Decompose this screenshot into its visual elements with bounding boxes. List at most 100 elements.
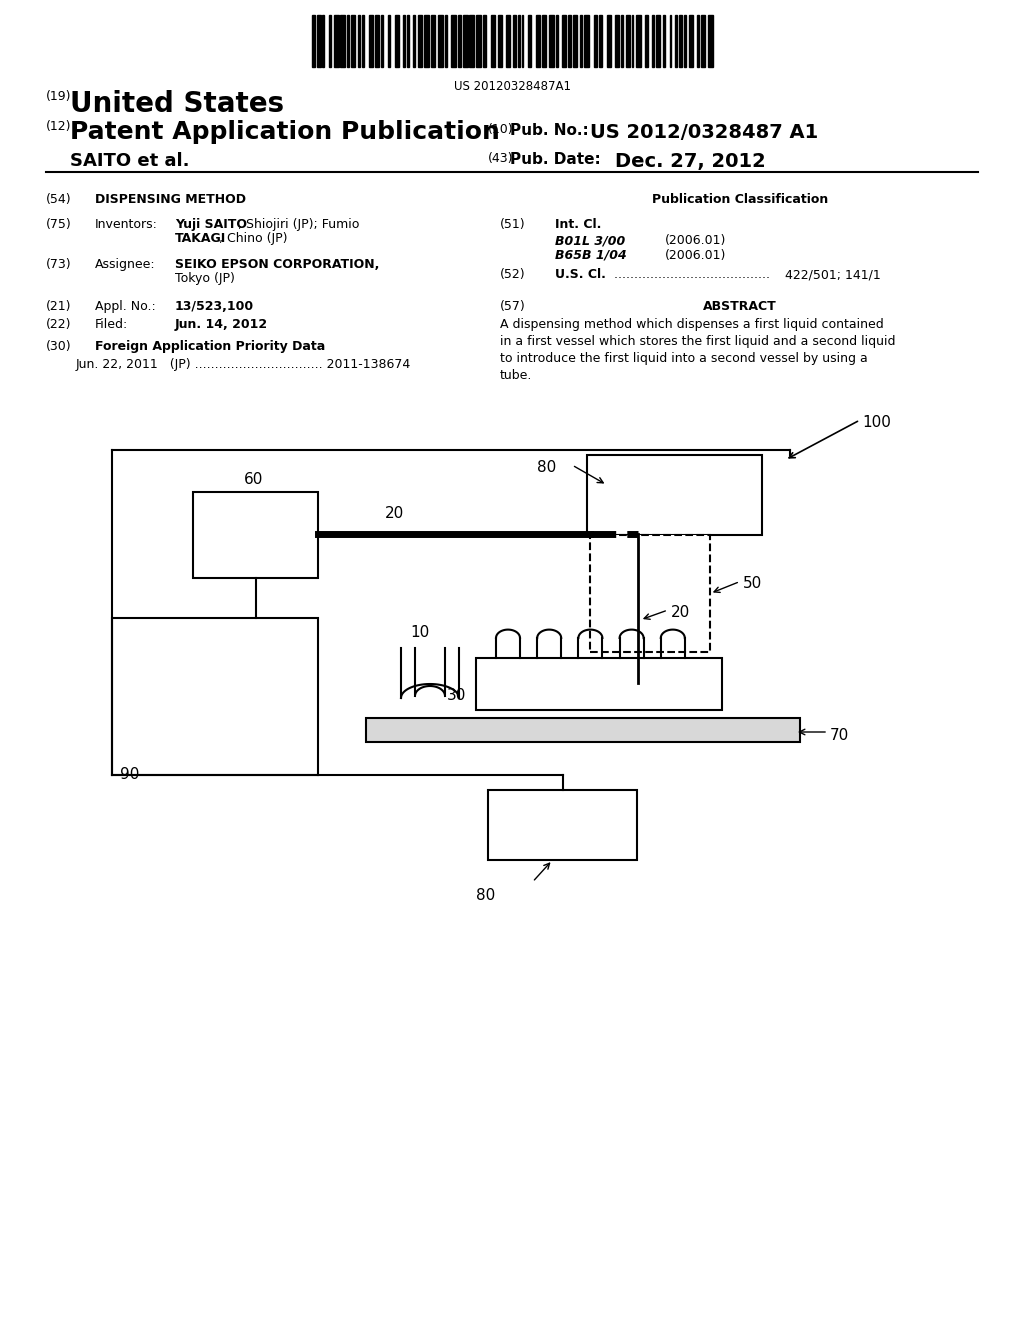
Text: 30: 30 [446, 688, 466, 704]
Text: DISPENSING METHOD: DISPENSING METHOD [95, 193, 246, 206]
Bar [458, 15, 461, 67]
Bar [463, 15, 468, 67]
Text: Foreign Application Priority Data: Foreign Application Priority Data [95, 341, 326, 352]
Text: (30): (30) [46, 341, 72, 352]
Bar [358, 15, 360, 67]
Bar [323, 15, 325, 67]
Bar [369, 15, 373, 67]
Bar [444, 15, 446, 67]
Bar [700, 15, 705, 67]
Text: Int. Cl.: Int. Cl. [555, 218, 601, 231]
Text: Patent Application Publication: Patent Application Publication [70, 120, 500, 144]
Text: (19): (19) [46, 90, 72, 103]
Bar [599, 15, 602, 67]
Text: Filed:: Filed: [95, 318, 128, 331]
Bar [375, 15, 379, 67]
Text: (10): (10) [488, 123, 514, 136]
Text: SAITO et al.: SAITO et al. [70, 152, 189, 170]
Bar [684, 15, 686, 67]
Text: 80: 80 [476, 888, 496, 903]
Bar [536, 15, 540, 67]
Text: (21): (21) [46, 300, 72, 313]
Bar [340, 15, 345, 67]
Text: 20: 20 [671, 605, 690, 620]
Bar [651, 15, 654, 67]
Bar [528, 15, 531, 67]
Bar [689, 15, 693, 67]
Text: .......................................: ....................................... [610, 268, 770, 281]
Bar [518, 15, 520, 67]
Text: Assignee:: Assignee: [95, 257, 156, 271]
Text: Dec. 27, 2012: Dec. 27, 2012 [615, 152, 766, 172]
Text: (75): (75) [46, 218, 72, 231]
Bar [381, 15, 383, 67]
Text: Jun. 14, 2012: Jun. 14, 2012 [175, 318, 268, 331]
Text: (2006.01): (2006.01) [665, 249, 726, 261]
Text: 422/501; 141/1: 422/501; 141/1 [785, 268, 881, 281]
Bar [607, 15, 610, 67]
Text: 90: 90 [120, 767, 139, 781]
Bar [581, 15, 583, 67]
Bar [488, 789, 637, 861]
Text: Appl. No.:: Appl. No.: [95, 300, 156, 313]
Text: SEIKO EPSON CORPORATION,: SEIKO EPSON CORPORATION, [175, 257, 379, 271]
Bar [656, 15, 660, 67]
Bar [632, 15, 634, 67]
Bar [112, 618, 318, 775]
Text: Tokyo (JP): Tokyo (JP) [175, 272, 234, 285]
Text: 80: 80 [537, 459, 556, 475]
Bar [362, 15, 365, 67]
Bar [403, 15, 404, 67]
Text: Inventors:: Inventors: [95, 218, 158, 231]
Bar [312, 15, 314, 67]
Bar [482, 15, 486, 67]
Text: United States: United States [70, 90, 284, 117]
Text: 10: 10 [410, 624, 429, 640]
Text: , Shiojiri (JP); Fumio: , Shiojiri (JP); Fumio [238, 218, 359, 231]
Bar [521, 15, 523, 67]
Bar [407, 15, 409, 67]
Bar [366, 718, 800, 742]
Bar [645, 15, 648, 67]
Bar [636, 15, 641, 67]
Text: US 20120328487A1: US 20120328487A1 [454, 81, 570, 92]
Text: (52): (52) [500, 268, 525, 281]
Text: 13/523,100: 13/523,100 [175, 300, 254, 313]
Text: US 2012/0328487 A1: US 2012/0328487 A1 [590, 123, 818, 143]
Bar [663, 15, 665, 67]
Text: , Chino (JP): , Chino (JP) [219, 232, 288, 246]
Bar [679, 15, 682, 67]
Bar [316, 15, 321, 67]
Bar [414, 15, 416, 67]
Bar [329, 15, 331, 67]
Bar [697, 15, 699, 67]
Bar [670, 15, 672, 67]
Bar [675, 15, 677, 67]
Bar [193, 492, 318, 578]
Text: Pub. No.:: Pub. No.: [510, 123, 589, 139]
Bar [594, 15, 597, 67]
Text: 70: 70 [830, 729, 849, 743]
Bar [476, 15, 481, 67]
Bar [709, 15, 713, 67]
Text: 100: 100 [862, 414, 891, 430]
Text: (57): (57) [500, 300, 525, 313]
Text: B65B 1/04: B65B 1/04 [555, 249, 627, 261]
Text: (73): (73) [46, 257, 72, 271]
Bar [626, 15, 630, 67]
Bar [543, 15, 546, 67]
Bar [424, 15, 429, 67]
Bar [556, 15, 558, 67]
Text: (22): (22) [46, 318, 72, 331]
Text: Pub. Date:: Pub. Date: [510, 152, 601, 168]
Text: (2006.01): (2006.01) [665, 234, 726, 247]
Bar [430, 15, 435, 67]
Bar [590, 535, 710, 652]
Text: Publication Classification: Publication Classification [652, 193, 828, 206]
Bar [584, 15, 589, 67]
Bar [549, 15, 554, 67]
Bar [476, 657, 722, 710]
Bar [394, 15, 399, 67]
Text: 60: 60 [244, 473, 263, 487]
Text: TAKAGI: TAKAGI [175, 232, 226, 246]
